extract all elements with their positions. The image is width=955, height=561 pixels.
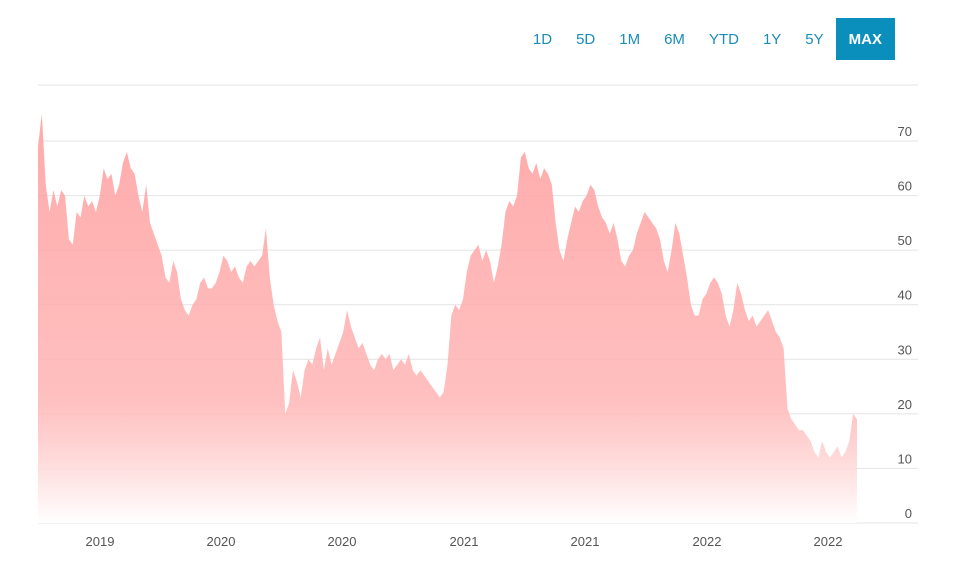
x-tick-label: 2021 xyxy=(571,534,600,549)
y-tick-label: 50 xyxy=(898,233,912,248)
x-tick-label: 2019 xyxy=(86,534,115,549)
range-selector: 1D 5D 1M 6M YTD 1Y 5Y MAX xyxy=(521,18,895,60)
range-button-5d[interactable]: 5D xyxy=(576,30,596,48)
y-tick-label: 0 xyxy=(905,506,912,521)
range-button-1d[interactable]: 1D xyxy=(532,30,553,48)
series-area xyxy=(38,113,857,524)
range-button-ytd[interactable]: YTD xyxy=(708,30,739,48)
y-tick-label: 10 xyxy=(898,451,912,466)
y-tick-label: 70 xyxy=(898,124,912,139)
y-tick-label: 60 xyxy=(898,179,912,194)
y-tick-label: 20 xyxy=(898,397,912,412)
range-button-5y[interactable]: 5Y xyxy=(805,30,824,48)
y-tick-label: 30 xyxy=(898,342,912,357)
x-tick-label: 2022 xyxy=(693,534,722,549)
x-axis: 2019 2020 2020 2021 2021 2022 2022 xyxy=(86,534,843,549)
range-button-6m[interactable]: 6M xyxy=(664,30,685,48)
x-tick-label: 2022 xyxy=(814,534,843,549)
x-tick-label: 2021 xyxy=(450,534,479,549)
area-series xyxy=(38,113,857,524)
range-button-1y[interactable]: 1Y xyxy=(762,30,782,48)
y-tick-label: 40 xyxy=(898,288,912,303)
x-tick-label: 2020 xyxy=(328,534,357,549)
y-axis: 0 10 20 30 40 50 60 70 xyxy=(898,124,912,521)
range-button-max[interactable]: MAX xyxy=(835,18,895,60)
range-button-1m[interactable]: 1M xyxy=(619,30,641,48)
x-tick-label: 2020 xyxy=(207,534,236,549)
